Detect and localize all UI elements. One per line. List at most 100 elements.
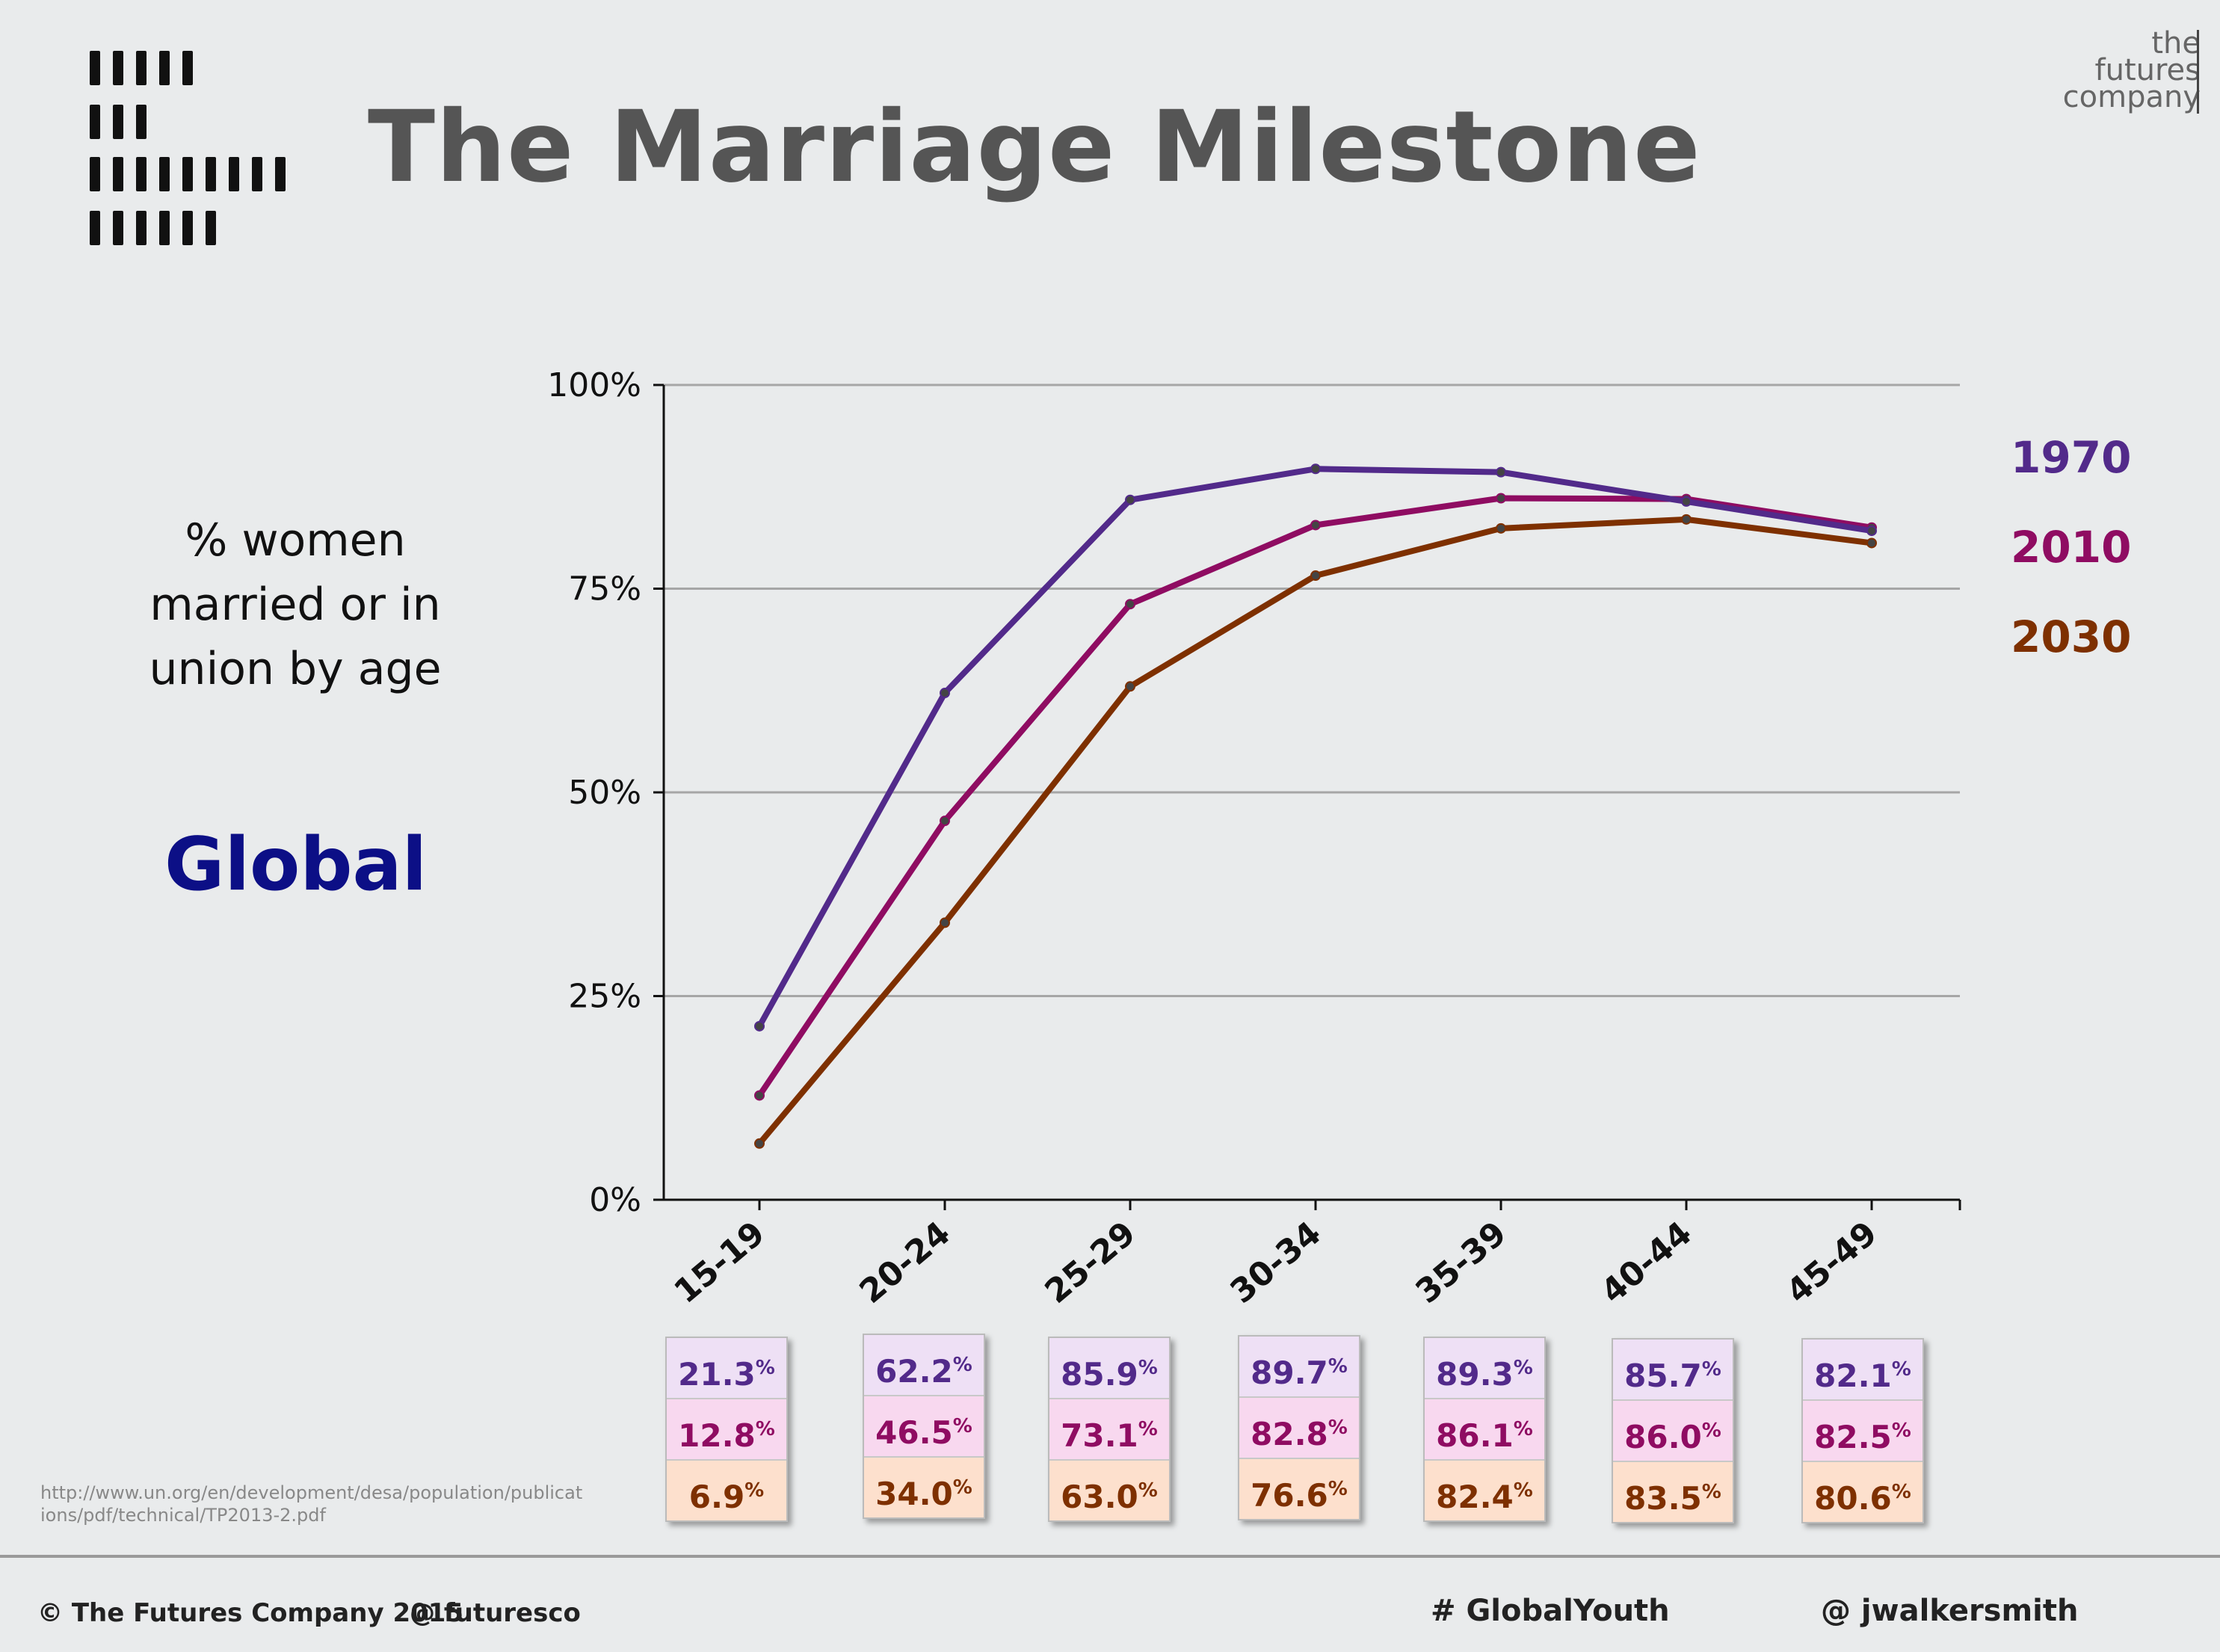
data-label-2030: 63.0%	[1049, 1461, 1169, 1520]
percent-sign: %	[1513, 1418, 1533, 1440]
logo-bar	[90, 211, 100, 245]
x-tick-label: 45-49	[1779, 1214, 1884, 1311]
data-point-1970	[1496, 466, 1506, 478]
brand-line-3: company	[2062, 80, 2201, 114]
logo-bar	[159, 211, 170, 245]
legend-entry-2030: 2030	[2011, 611, 2131, 662]
percent-sign: %	[1138, 1418, 1158, 1440]
logo-bar	[113, 157, 123, 191]
data-label-value: 62.2	[875, 1353, 953, 1390]
data-label-2010: 86.1%	[1425, 1399, 1544, 1461]
legend: 1970 2010 2030	[2011, 432, 2131, 662]
legend-entry-1970: 1970	[2011, 432, 2131, 483]
brand-divider	[2197, 30, 2199, 114]
y-tick-label: 50%	[568, 774, 641, 812]
data-point-2030	[754, 1138, 765, 1149]
series-line-2030	[756, 516, 1875, 1147]
data-point-2030	[1125, 681, 1135, 692]
logo-bar	[206, 211, 216, 245]
data-point-2030	[1310, 570, 1321, 582]
footer-handle: @ futuresco	[410, 1598, 581, 1628]
data-label-2010: 82.5%	[1803, 1401, 1923, 1462]
data-label-1970: 21.3%	[667, 1338, 786, 1399]
brand-line-2: futures	[2094, 53, 2201, 87]
value-box-20-24: 62.2% 46.5% 34.0%	[863, 1334, 985, 1519]
logo-bar	[113, 105, 123, 139]
percent-sign: %	[1891, 1420, 1911, 1442]
logo-bar	[159, 51, 170, 85]
logo-bar	[182, 211, 193, 245]
footer-hashtag: # GlobalYouth	[1431, 1594, 1670, 1628]
data-label-2010: 86.0%	[1613, 1401, 1733, 1462]
percent-sign: %	[952, 1415, 972, 1437]
value-box-40-44: 85.7% 86.0% 83.5%	[1612, 1338, 1734, 1523]
data-label-value: 34.0	[875, 1476, 953, 1512]
data-point-2010	[1125, 599, 1135, 610]
x-tick-label: 15-19	[667, 1214, 772, 1311]
data-label-value: 82.5	[1814, 1419, 1892, 1455]
data-label-value: 82.8	[1251, 1416, 1328, 1452]
percent-sign: %	[1701, 1420, 1721, 1442]
series-lines	[754, 463, 1877, 1149]
data-label-1970: 85.9%	[1049, 1338, 1169, 1399]
data-label-value: 89.3	[1436, 1356, 1514, 1393]
logo-bar	[90, 105, 100, 139]
data-label-1970: 85.7%	[1613, 1340, 1733, 1401]
x-tick-label: 25-29	[1037, 1214, 1143, 1311]
data-point-1970	[1681, 496, 1692, 507]
data-label-2030: 83.5%	[1613, 1462, 1733, 1522]
percent-sign: %	[744, 1479, 765, 1502]
percent-sign: %	[1328, 1478, 1348, 1500]
logo-bar	[90, 51, 100, 85]
data-point-2010	[940, 816, 950, 827]
logo-bar	[113, 51, 123, 85]
data-label-1970: 82.1%	[1803, 1340, 1923, 1401]
data-point-2030	[1496, 523, 1506, 534]
percent-sign: %	[1328, 1355, 1348, 1378]
chart-subtitle: % women married or in union by age	[149, 514, 442, 695]
logo-bar	[90, 157, 100, 191]
logo-bar	[206, 157, 216, 191]
data-label-2030: 82.4%	[1425, 1461, 1544, 1520]
region-label: Global	[164, 822, 428, 907]
page-title: The Marriage Milestone	[368, 90, 1701, 205]
y-tick-label: 25%	[568, 978, 641, 1016]
value-box-30-34: 89.7% 82.8% 76.6%	[1238, 1335, 1360, 1520]
data-label-value: 76.6	[1251, 1477, 1328, 1514]
data-label-value: 86.0	[1624, 1419, 1702, 1455]
data-label-value: 21.3	[678, 1356, 756, 1393]
logo-bar	[252, 157, 262, 191]
footer-author: @ jwalkersmith	[1821, 1594, 2079, 1628]
logo-bar	[159, 157, 170, 191]
data-label-1970: 89.3%	[1425, 1338, 1544, 1399]
source-url[interactable]: http://www.un.org/en/development/desa/po…	[40, 1482, 583, 1526]
legend-entry-2010: 2010	[2011, 522, 2131, 573]
logo-bar	[182, 51, 193, 85]
data-label-2010: 73.1%	[1049, 1399, 1169, 1461]
data-point-2030	[1866, 537, 1877, 549]
percent-sign: %	[1891, 1358, 1911, 1381]
footer-copyright: © The Futures Company 2015	[37, 1598, 464, 1628]
value-box-45-49: 82.1% 82.5% 80.6%	[1801, 1338, 1924, 1523]
value-box-15-19: 21.3% 12.8% 6.9%	[665, 1337, 788, 1522]
logo-bar	[136, 105, 147, 139]
data-point-2010	[754, 1090, 765, 1101]
data-point-2010	[1496, 493, 1506, 504]
percent-sign: %	[1701, 1481, 1721, 1503]
data-point-1970	[1310, 463, 1321, 475]
futures-company-logo: the futures company	[2021, 28, 2201, 114]
percent-sign: %	[1891, 1481, 1911, 1503]
footer-divider	[0, 1555, 2220, 1558]
data-label-2010: 12.8%	[667, 1399, 786, 1461]
percent-sign: %	[755, 1357, 775, 1379]
percent-sign: %	[755, 1418, 775, 1440]
percent-sign: %	[1513, 1479, 1533, 1502]
data-label-2010: 46.5%	[864, 1396, 984, 1458]
data-label-value: 80.6	[1814, 1480, 1892, 1517]
y-tick-label: 75%	[568, 570, 641, 608]
data-label-value: 63.0	[1061, 1479, 1138, 1515]
value-box-25-29: 85.9% 73.1% 63.0%	[1048, 1337, 1171, 1522]
percent-sign: %	[1328, 1417, 1348, 1439]
x-tick-label: 20-24	[852, 1214, 958, 1311]
